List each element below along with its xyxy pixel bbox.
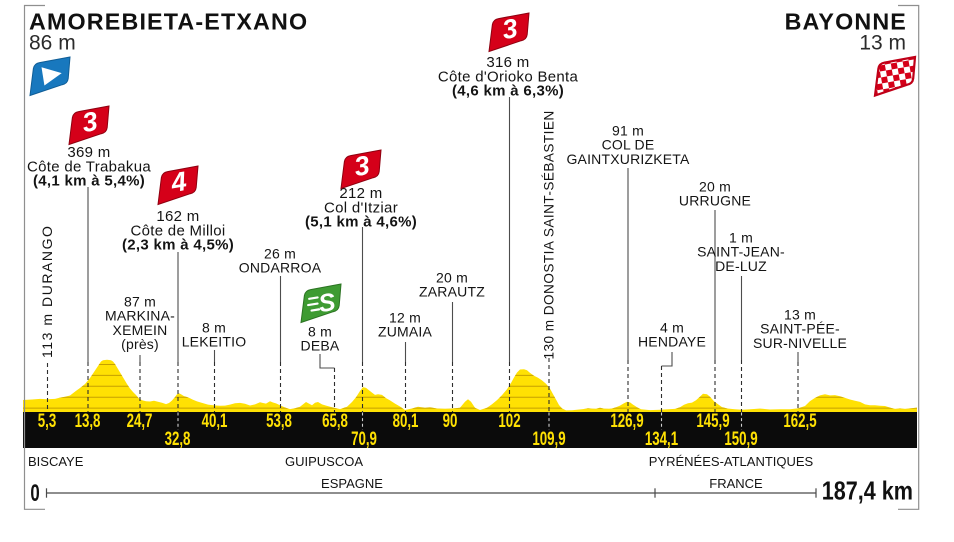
svg-text:0: 0 <box>30 480 39 507</box>
svg-text:13 m: 13 m <box>784 306 816 322</box>
svg-text:70,9: 70,9 <box>351 429 377 450</box>
svg-text:(2,3 km à 4,5%): (2,3 km à 4,5%) <box>122 237 234 254</box>
svg-text:(4,6 km à 6,3%): (4,6 km à 6,3%) <box>452 83 564 100</box>
svg-text:24,7: 24,7 <box>127 411 153 432</box>
svg-text:40,1: 40,1 <box>202 411 228 432</box>
svg-text:162 m: 162 m <box>156 208 199 225</box>
svg-text:XEMEIN: XEMEIN <box>113 322 168 338</box>
svg-text:212 m: 212 m <box>339 185 382 202</box>
svg-text:20 m: 20 m <box>436 269 468 285</box>
svg-text:AMOREBIETA-ETXANO: AMOREBIETA-ETXANO <box>29 9 308 35</box>
svg-text:Côte de Milloi: Côte de Milloi <box>130 222 225 239</box>
svg-text:90: 90 <box>443 411 458 432</box>
svg-text:BISCAYE: BISCAYE <box>28 454 84 469</box>
svg-text:GAINTXURIZKETA: GAINTXURIZKETA <box>566 151 690 167</box>
svg-text:(5,1 km à 4,6%): (5,1 km à 4,6%) <box>305 214 417 231</box>
svg-text:URRUGNE: URRUGNE <box>679 193 751 209</box>
svg-text:316 m: 316 m <box>486 54 529 71</box>
svg-text:3: 3 <box>80 106 100 138</box>
svg-text:4 m: 4 m <box>660 319 684 335</box>
svg-text:GUIPUSCOA: GUIPUSCOA <box>285 454 363 469</box>
svg-text:DEBA: DEBA <box>301 338 340 354</box>
svg-text:162,5: 162,5 <box>783 411 816 432</box>
svg-text:65,8: 65,8 <box>322 411 348 432</box>
svg-text:HENDAYE: HENDAYE <box>638 334 706 350</box>
svg-text:1 m: 1 m <box>729 229 753 245</box>
svg-text:COL DE: COL DE <box>602 137 655 153</box>
svg-text:20 m: 20 m <box>699 178 731 194</box>
svg-text:5,3: 5,3 <box>38 411 56 432</box>
svg-text:FRANCE: FRANCE <box>709 476 763 491</box>
svg-text:87 m: 87 m <box>124 293 156 309</box>
svg-text:3: 3 <box>500 13 520 45</box>
svg-text:53,8: 53,8 <box>266 411 292 432</box>
svg-text:MARKINA-: MARKINA- <box>105 308 175 324</box>
svg-text:26 m: 26 m <box>264 245 296 261</box>
svg-text:369 m: 369 m <box>67 144 110 161</box>
svg-text:SAINT-JEAN-: SAINT-JEAN- <box>697 244 785 260</box>
svg-text:3: 3 <box>352 150 372 182</box>
svg-text:91 m: 91 m <box>612 122 644 138</box>
svg-text:SUR-NIVELLE: SUR-NIVELLE <box>753 335 847 351</box>
svg-text:8 m: 8 m <box>308 323 332 339</box>
svg-text:134,1: 134,1 <box>645 429 678 450</box>
svg-text:150,9: 150,9 <box>724 429 757 450</box>
svg-text:BAYONNE: BAYONNE <box>785 9 907 35</box>
svg-text:130 m DONOSTIA SAINT-SÉBASTIEN: 130 m DONOSTIA SAINT-SÉBASTIEN <box>542 110 557 359</box>
svg-text:S: S <box>317 288 338 318</box>
svg-text:109,9: 109,9 <box>532 429 565 450</box>
svg-text:Côte d'Orioko Benta: Côte d'Orioko Benta <box>438 68 579 85</box>
svg-text:12 m: 12 m <box>389 309 421 325</box>
svg-text:102: 102 <box>498 411 520 432</box>
svg-text:13 m: 13 m <box>859 32 906 55</box>
svg-text:145,9: 145,9 <box>696 411 729 432</box>
svg-text:8 m: 8 m <box>202 319 226 335</box>
svg-text:ZUMAIA: ZUMAIA <box>378 324 433 340</box>
svg-text:ONDARROA: ONDARROA <box>239 260 322 276</box>
svg-text:126,9: 126,9 <box>610 411 643 432</box>
svg-text:DE-LUZ: DE-LUZ <box>715 258 767 274</box>
svg-text:Côte de Trabakua: Côte de Trabakua <box>27 158 151 175</box>
svg-text:SAINT-PÉE-: SAINT-PÉE- <box>760 321 840 337</box>
svg-text:187,4 km: 187,4 km <box>822 476 913 505</box>
svg-text:LEKEITIO: LEKEITIO <box>182 334 247 350</box>
svg-text:32,8: 32,8 <box>165 429 191 450</box>
svg-text:4: 4 <box>168 166 189 198</box>
svg-text:Col d'Itziar: Col d'Itziar <box>324 199 398 216</box>
svg-text:113 m DURANGO: 113 m DURANGO <box>39 225 55 358</box>
svg-text:86 m: 86 m <box>29 32 76 55</box>
svg-text:(près): (près) <box>121 336 159 352</box>
svg-text:ZARAUTZ: ZARAUTZ <box>419 284 485 300</box>
svg-text:PYRÉNÉES-ATLANTIQUES: PYRÉNÉES-ATLANTIQUES <box>649 454 814 469</box>
svg-text:13,8: 13,8 <box>75 411 101 432</box>
svg-text:ESPAGNE: ESPAGNE <box>321 476 383 491</box>
svg-text:(4,1 km à 5,4%): (4,1 km à 5,4%) <box>33 173 145 190</box>
svg-text:80,1: 80,1 <box>393 411 419 432</box>
